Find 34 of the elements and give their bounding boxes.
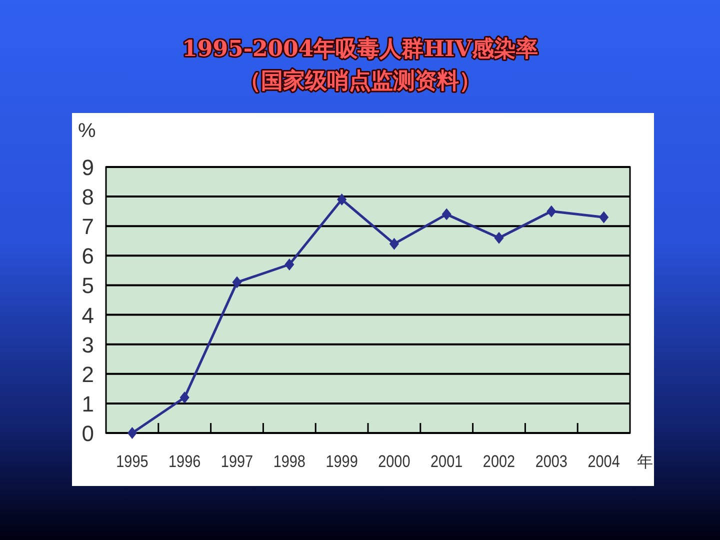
x-tick-label: 1997 (220, 452, 254, 472)
y-tick-label: 5 (82, 273, 94, 298)
y-tick-label: 1 (82, 391, 94, 416)
y-axis-title: % (78, 120, 96, 142)
point (546, 205, 556, 218)
point (389, 238, 399, 250)
x-tick-label: 2000 (378, 452, 410, 472)
x-tick-label: 2003 (535, 452, 568, 472)
y-tick-label: 4 (82, 302, 94, 328)
chart-subtitle: （国家级哨点监测资料） (239, 68, 481, 94)
y-tick-label: 7 (82, 214, 94, 240)
point (442, 208, 452, 220)
y-tick-label: 0 (82, 421, 94, 446)
y-tick-label: 2 (82, 362, 94, 387)
chart-title: 1995-2004年吸毒人群HIV感染率 (182, 36, 538, 62)
x-tick-label: 1998 (273, 452, 306, 472)
x-tick-label: 2004 (588, 452, 620, 472)
point (180, 392, 190, 404)
y-tick-label: 6 (82, 244, 94, 269)
point (284, 258, 294, 271)
point (337, 194, 347, 206)
y-tick-label: 8 (82, 184, 94, 210)
x-tick-label: 1995 (116, 452, 148, 472)
x-tick-label: 1999 (326, 452, 358, 472)
x-tick-label: 2001 (430, 452, 463, 472)
point (494, 232, 504, 244)
point (599, 211, 609, 224)
x-axis-title: 年 (637, 452, 653, 471)
x-tick-label: 1996 (168, 452, 201, 472)
x-tick-label: 2002 (482, 452, 516, 472)
y-tick-label: 3 (82, 332, 94, 358)
point (127, 427, 137, 439)
y-tick-label: 9 (82, 155, 94, 180)
point (232, 276, 242, 288)
